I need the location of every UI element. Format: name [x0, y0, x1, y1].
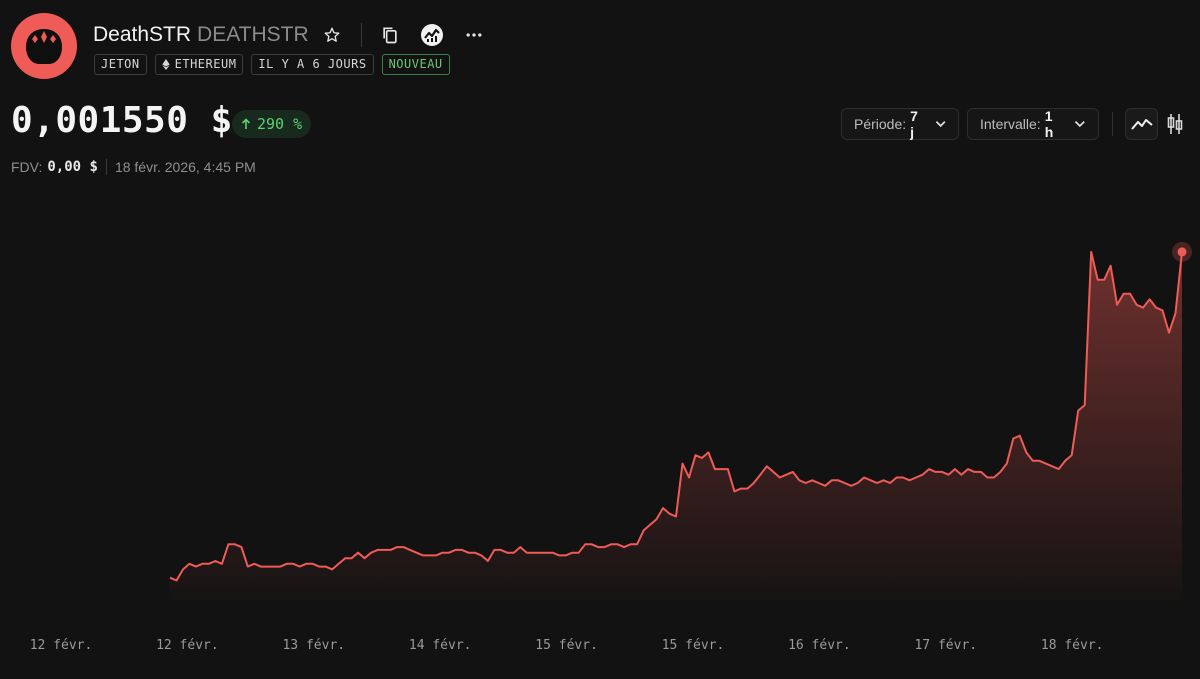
candlestick-icon — [1167, 114, 1183, 134]
period-label: Période: — [854, 116, 907, 132]
x-tick-label: 15 févr. — [662, 638, 725, 653]
timestamp: 18 févr. 2026, 4:45 PM — [114, 159, 256, 175]
stats-row: FDV: 0,00 $ 18 févr. 2026, 4:45 PM — [11, 159, 256, 175]
last-point-marker — [1177, 247, 1187, 257]
token-title-row: DeathSTR DEATHSTR — [93, 20, 504, 50]
age-badge: IL Y A 6 JOURS — [251, 54, 374, 75]
x-tick-label: 18 févr. — [1041, 638, 1104, 653]
status-badge: NOUVEAU — [381, 54, 450, 75]
fdv-value: 0,00 $ — [47, 159, 98, 175]
chain-label: ETHEREUM — [174, 57, 237, 71]
token-name: DeathSTR — [93, 23, 192, 46]
token-badges: JETON ETHEREUM IL Y A 6 JOURS NOUVEAU — [94, 54, 450, 75]
ethereum-icon — [161, 59, 170, 70]
x-tick-label: 16 févr. — [788, 638, 851, 653]
line-chart-icon — [1130, 119, 1153, 130]
chart-area-group — [169, 241, 1192, 600]
period-dropdown[interactable]: Période: 7 j — [841, 108, 959, 140]
line-chart-button[interactable] — [1125, 108, 1158, 140]
type-badge: JETON — [94, 54, 147, 75]
period-value: 7 j — [910, 108, 918, 140]
x-tick-label: 12 févr. — [30, 638, 93, 653]
price-area-fill — [170, 251, 1182, 600]
price-chart[interactable]: 12 févr. 12 févr. 13 févr. 14 févr. 15 févr.… — [0, 190, 1200, 670]
price-series-line — [169, 250, 1183, 582]
interval-label: Intervalle: — [980, 116, 1041, 132]
candlestick-button[interactable] — [1163, 110, 1187, 138]
token-logo — [11, 13, 77, 79]
chevron-down-icon — [1075, 120, 1086, 128]
interval-dropdown[interactable]: Intervalle: 1 h — [967, 108, 1099, 140]
x-tick-label: 13 févr. — [282, 638, 345, 653]
price-change-badge: 290 % — [232, 110, 312, 138]
header-divider — [360, 23, 362, 47]
stats-divider — [105, 159, 107, 175]
star-icon[interactable] — [321, 24, 343, 46]
token-symbol: DEATHSTR — [197, 23, 309, 46]
more-icon[interactable] — [462, 23, 486, 47]
fdv-label: FDV: — [11, 159, 43, 175]
copy-icon[interactable] — [378, 23, 402, 47]
price-change-value: 290 % — [257, 115, 303, 133]
chevron-down-icon — [935, 121, 946, 128]
arrow-up-icon — [241, 118, 251, 129]
x-tick-label: 15 févr. — [535, 638, 598, 653]
x-tick-label: 12 févr. — [156, 638, 219, 653]
chain-badge: ETHEREUM — [154, 54, 244, 75]
analytics-icon[interactable] — [420, 23, 444, 47]
controls-divider — [1112, 112, 1113, 136]
x-tick-label: 14 févr. — [409, 638, 472, 653]
token-price: 0,001550 $ — [11, 100, 233, 141]
x-tick-label: 17 févr. — [914, 638, 977, 653]
x-axis-ticks: 12 févr. 12 févr. 13 févr. 14 févr. 15 févr.… — [30, 638, 1104, 653]
interval-value: 1 h — [1044, 108, 1054, 140]
